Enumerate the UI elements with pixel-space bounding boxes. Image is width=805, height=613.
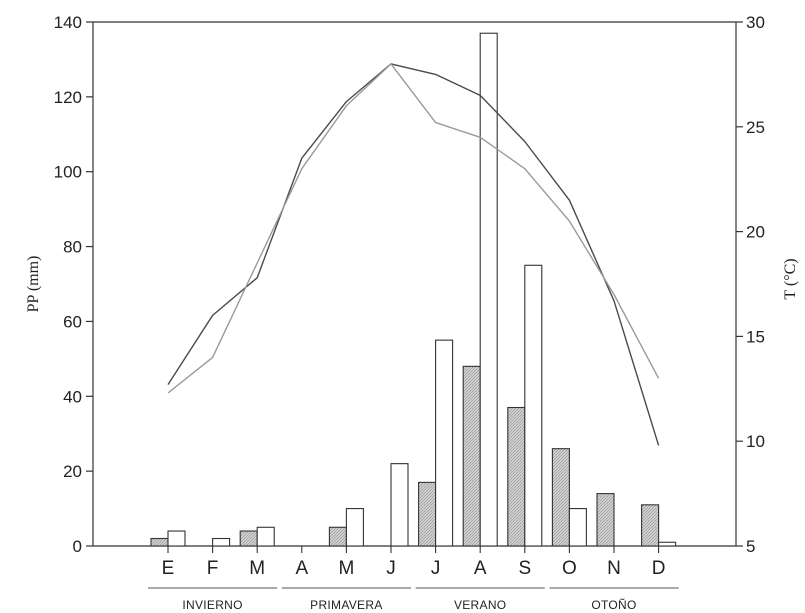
temperature-line-1 [167, 63, 660, 394]
white-bar-0 [167, 530, 186, 547]
hatched-bar-7 [462, 365, 481, 547]
hatched-bar-2 [239, 530, 258, 547]
hatched-bar-10 [596, 493, 615, 547]
hatched-bar-9 [551, 448, 570, 547]
white-bar-11 [658, 541, 677, 547]
y-tick-label: 20 [63, 462, 82, 481]
y2-axis-title: T (°C) [782, 258, 799, 299]
white-bar-1 [212, 537, 231, 547]
x-tick-label: M [338, 558, 354, 579]
hatched-bar-4 [328, 526, 347, 547]
hatched-bar-6 [418, 481, 437, 547]
y-tick-label: 120 [54, 88, 82, 107]
x-tick-label: F [207, 558, 219, 579]
hatched-bar-11 [641, 504, 660, 547]
white-bar-2 [256, 526, 275, 547]
x-tick-label: E [162, 558, 175, 579]
y2-tick-label: 10 [746, 432, 765, 451]
y2-tick-label: 30 [746, 13, 765, 32]
y2-tick-label: 5 [746, 537, 755, 556]
y-tick-label: 40 [63, 387, 82, 406]
y-tick-label: 80 [63, 238, 82, 257]
y-tick-label: 60 [63, 312, 82, 331]
season-label: INVIERNO [182, 598, 242, 612]
x-tick-label: M [249, 558, 265, 579]
temperature-line-0 [167, 63, 660, 446]
axis-labels: 0 20 40 60 80 100 120 140 5 10 15 20 25 30 E F M A M J J A S O N… [54, 13, 765, 612]
y2-tick-label: 25 [746, 118, 765, 137]
x-tick-label: A [295, 558, 308, 579]
y2-tick-label: 20 [746, 223, 765, 242]
y2-tick-label: 15 [746, 327, 765, 346]
x-tick-label: D [652, 558, 666, 579]
white-bar-6 [435, 339, 454, 547]
x-tick-label: S [518, 558, 531, 579]
axes [86, 21, 743, 553]
season-label: VERANO [454, 598, 506, 612]
white-bar-8 [524, 264, 543, 547]
x-tick-label: J [386, 558, 396, 579]
y-tick-label: 0 [73, 537, 82, 556]
hatched-bar-8 [507, 406, 526, 547]
y-tick-label: 140 [54, 13, 82, 32]
bars [150, 32, 677, 547]
white-bar-7 [479, 32, 498, 547]
y-axis-title: PP (mm) [25, 256, 42, 313]
white-bar-5 [390, 463, 409, 547]
white-bar-4 [345, 508, 364, 547]
x-tick-label: N [607, 558, 621, 579]
season-label: OTOÑO [591, 598, 636, 612]
hatched-bar-0 [150, 537, 169, 547]
y-tick-label: 100 [54, 163, 82, 182]
x-tick-label: J [431, 558, 441, 579]
x-tick-label: A [474, 558, 487, 579]
temperature-lines [167, 63, 660, 446]
season-label: PRIMAVERA [310, 598, 383, 612]
x-tick-label: O [562, 558, 577, 579]
white-bar-9 [568, 508, 587, 547]
